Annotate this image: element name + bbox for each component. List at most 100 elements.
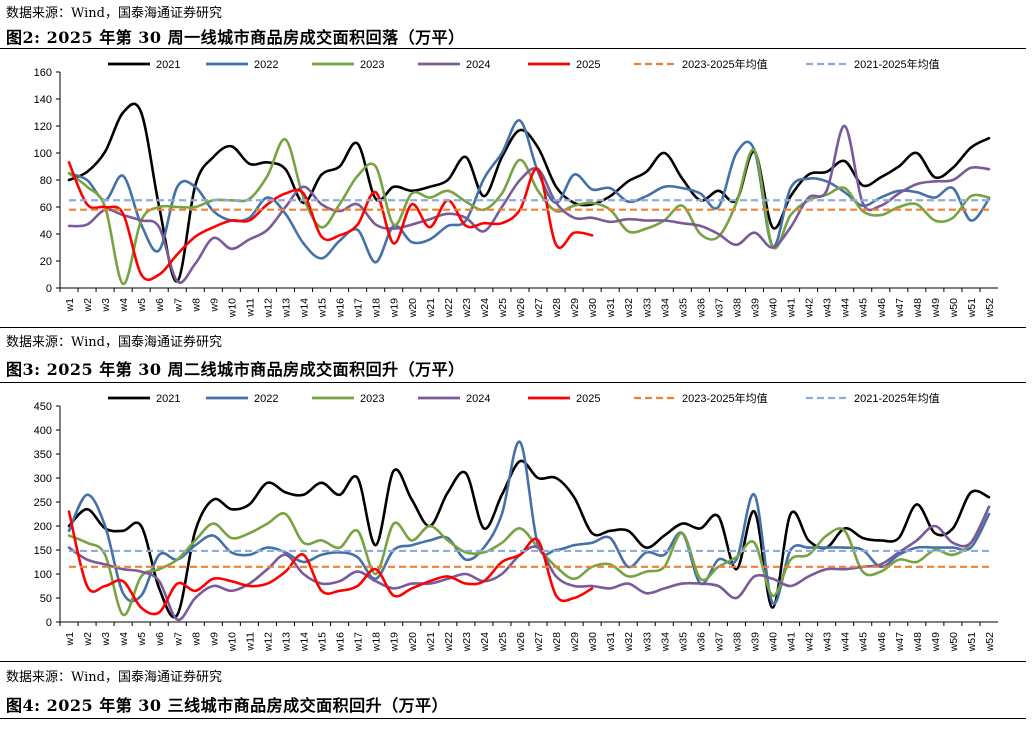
y-tick-label: 350: [34, 449, 52, 461]
x-tick-label: w33: [641, 298, 653, 318]
x-tick-label: w37: [713, 298, 725, 318]
x-tick-label: w6: [154, 298, 166, 313]
x-tick-label: w48: [912, 632, 924, 652]
legend-label: 2022: [254, 393, 278, 405]
x-tick-label: w26: [515, 632, 527, 652]
x-tick-label: w8: [190, 632, 202, 647]
x-tick-label: w37: [713, 632, 725, 652]
y-tick-label: 60: [40, 202, 52, 214]
x-tick-label: w51: [966, 298, 978, 318]
x-tick-label: w11: [244, 632, 256, 652]
x-tick-label: w7: [172, 632, 184, 647]
chart-second-tier-cities: 0 50 100 150 200 250 300 350 400 450 w1 w2 w3 w4 w5 w6 w…: [34, 391, 998, 652]
x-tick-label: w48: [912, 298, 924, 318]
legend-label: 2023: [360, 59, 384, 71]
x-tick-label: w4: [118, 298, 130, 313]
x-tick-label: w46: [876, 632, 888, 652]
x-tick-label: w10: [226, 632, 238, 652]
x-tick-label: w4: [118, 632, 130, 647]
x-tick-label: w9: [208, 298, 220, 313]
legend-label: 2023-2025年均值: [682, 391, 768, 405]
x-tick-label: w52: [984, 298, 996, 318]
legend-label: 2021-2025年均值: [854, 57, 940, 71]
x-tick-label: w24: [479, 298, 491, 318]
x-tick-label: w11: [244, 298, 256, 318]
y-tick-label: 160: [34, 67, 52, 79]
source-note-top: 数据来源：Wind，国泰海通证券研究: [6, 6, 222, 21]
x-tick-label: w22: [443, 298, 455, 318]
x-tick-label: w40: [768, 298, 780, 318]
x-tick-label: w16: [335, 298, 347, 318]
x-tick-label: w47: [894, 632, 906, 652]
x-tick-label: w17: [353, 298, 365, 318]
legend-label: 2024: [466, 59, 490, 71]
x-tick-label: w39: [749, 632, 761, 652]
x-tick-label: w1: [64, 632, 76, 647]
y-tick-label: 120: [34, 121, 52, 133]
figure-2-bottom-rule: [0, 327, 1026, 328]
x-tick-label: w43: [822, 298, 834, 318]
x-tick-label: w47: [894, 298, 906, 318]
x-tick-label: w13: [280, 298, 292, 318]
x-tick-label: w49: [930, 632, 942, 652]
series-line-2024: [67, 124, 991, 284]
x-tick-label: w49: [930, 298, 942, 318]
x-tick-label: w38: [731, 632, 743, 652]
x-tick-label: w40: [768, 632, 780, 652]
x-tick-label: w45: [858, 298, 870, 318]
x-tick-label: w27: [533, 298, 545, 318]
x-tick-label: w18: [371, 298, 383, 318]
x-tick-label: w22: [443, 632, 455, 652]
series-line-2025: [67, 510, 594, 616]
y-tick-label: 140: [34, 94, 52, 106]
x-tick-label: w20: [407, 298, 419, 318]
x-tick-label: w12: [262, 298, 274, 318]
x-tick-label: w23: [461, 632, 473, 652]
x-tick-label: w21: [425, 632, 437, 652]
x-tick-label: w3: [100, 632, 112, 647]
x-tick-label: w16: [335, 632, 347, 652]
x-tick-label: w28: [551, 298, 563, 318]
x-tick-label: w44: [840, 298, 852, 318]
legend-label: 2021: [156, 393, 180, 405]
figure-2-source-note: 数据来源：Wind，国泰海通证券研究: [6, 335, 222, 350]
x-tick-label: w42: [804, 632, 816, 652]
x-tick-label: w39: [749, 298, 761, 318]
legend-label: 2023-2025年均值: [682, 57, 768, 71]
x-tick-label: w28: [551, 632, 563, 652]
x-tick-label: w31: [605, 298, 617, 318]
x-tick-label: w35: [677, 632, 689, 652]
x-tick-label: w42: [804, 298, 816, 318]
x-tick-label: w50: [948, 298, 960, 318]
x-tick-label: w26: [515, 298, 527, 318]
series-line-2021: [67, 459, 991, 619]
x-tick-label: w21: [425, 298, 437, 318]
y-tick-label: 450: [34, 401, 52, 413]
x-tick-label: w41: [786, 632, 798, 652]
legend-label: 2025: [576, 59, 600, 71]
x-tick-label: w41: [786, 298, 798, 318]
series-line-2022: [67, 440, 991, 606]
x-tick-label: w5: [136, 298, 148, 313]
x-tick-label: w34: [659, 298, 671, 318]
x-tick-label: w27: [533, 632, 545, 652]
x-tick-label: w6: [154, 632, 166, 647]
x-tick-label: w33: [641, 632, 653, 652]
y-tick-label: 40: [40, 229, 52, 241]
x-tick-label: w36: [695, 298, 707, 318]
x-tick-label: w25: [497, 298, 509, 318]
series-line-2022: [67, 119, 991, 264]
x-tick-label: w17: [353, 632, 365, 652]
y-tick-label: 100: [34, 148, 52, 160]
x-tick-label: w45: [858, 632, 870, 652]
x-tick-label: w34: [659, 632, 671, 652]
x-tick-label: w2: [82, 632, 94, 647]
x-tick-label: w15: [317, 298, 329, 318]
x-tick-label: w13: [280, 632, 292, 652]
legend-label: 2024: [466, 393, 490, 405]
y-tick-label: 80: [40, 175, 52, 187]
x-tick-label: w1: [64, 298, 76, 313]
x-tick-label: w18: [371, 632, 383, 652]
y-tick-label: 250: [34, 497, 52, 509]
x-tick-label: w12: [262, 632, 274, 652]
